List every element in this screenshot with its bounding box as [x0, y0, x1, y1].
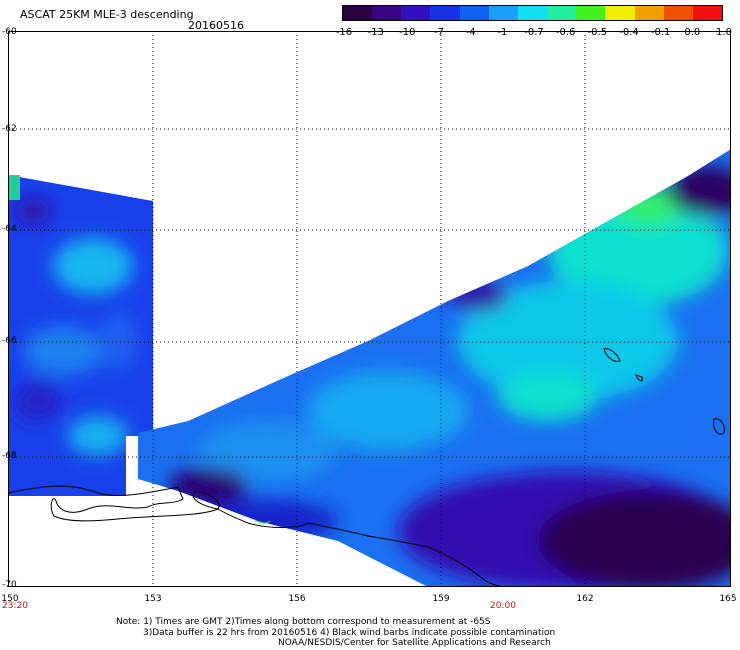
lon-gridlines — [152, 31, 586, 587]
colorbar-swatch — [459, 6, 489, 20]
colorbar-swatch — [663, 6, 693, 20]
colorbar-swatch — [605, 6, 635, 20]
colorbar-tick-label: -0.4 — [619, 27, 639, 38]
colorbar-tick-label: -4 — [465, 27, 476, 38]
swath-left — [8, 175, 153, 496]
map-frame — [8, 31, 731, 587]
coastline — [8, 348, 725, 587]
colorbar-tick-label: 1.0 — [716, 27, 732, 38]
colorbar-tick-label: -0.7 — [524, 27, 544, 38]
colorbar-tick-label: -0.1 — [650, 27, 671, 38]
colorbar-tick-label: -0.5 — [587, 27, 608, 38]
colorbar-labels: -16 -13 -10 -7 -4 -1 -0.7 -0.6 -0.5 -0.4 -0.1 0.0 1.… — [330, 27, 735, 41]
footnote-line-2: 3)Data buffer is 22 hrs from 20160516 4)… — [143, 627, 556, 638]
footnote-line-3: NOAA/NESDIS/Center for Satellite Applica… — [278, 638, 551, 648]
lat-label-60: -60 — [2, 27, 17, 37]
footnote-line-1: Note: 1) Times are GMT 2)Times along bot… — [116, 617, 491, 627]
colorbar-tick-label: -16 — [335, 27, 353, 38]
colorbar-swatch — [372, 6, 402, 20]
swath-right — [138, 149, 731, 587]
colorbar-tick-label: -13 — [367, 27, 384, 38]
colorbar-swatch — [692, 6, 723, 20]
lon-label-159: 159 — [432, 594, 450, 604]
lat-label-62: -62 — [2, 124, 17, 134]
lon-label-162: 162 — [576, 594, 594, 604]
colorbar-tick-label: 0.0 — [684, 27, 701, 38]
colorbar-swatch — [488, 6, 518, 20]
lat-label-66: -66 — [2, 336, 17, 346]
colorbar-swatch — [430, 6, 460, 20]
lat-gridlines — [8, 128, 731, 458]
lon-label-156: 156 — [288, 594, 306, 604]
colorbar-tick-label: -0.6 — [555, 27, 576, 38]
colorbar-tick-label: -10 — [399, 27, 416, 38]
colorbar-tick-label: -1 — [497, 27, 508, 38]
lon-label-165: 165 — [719, 594, 737, 604]
lon-label-150: 150 — [1, 594, 19, 604]
map-plot — [8, 31, 731, 587]
colorbar-swatch — [576, 6, 606, 20]
colorbar-swatch — [634, 6, 664, 20]
lat-label-68: -68 — [2, 451, 17, 461]
colorbar-swatch — [343, 6, 373, 20]
colorbar-swatch — [401, 6, 431, 20]
footnotes: Note: 1) Times are GMT 2)Times along bot… — [116, 617, 555, 649]
lat-label-64: -64 — [2, 224, 17, 234]
colorbar-swatch — [517, 6, 548, 20]
lon-label-153: 153 — [144, 594, 162, 604]
colorbar-tick-label: -7 — [434, 27, 444, 38]
map-date: 20160516 — [188, 19, 244, 32]
colorbar — [342, 5, 723, 21]
lat-label-70: -70 — [2, 580, 17, 590]
colorbar-swatch — [547, 6, 577, 20]
time-label-end: 20:00 — [490, 601, 516, 611]
time-label-start: 23:20 — [2, 601, 28, 611]
map-title: ASCAT 25KM MLE-3 descending — [20, 8, 194, 21]
swath-left-edge-patch — [8, 175, 20, 200]
